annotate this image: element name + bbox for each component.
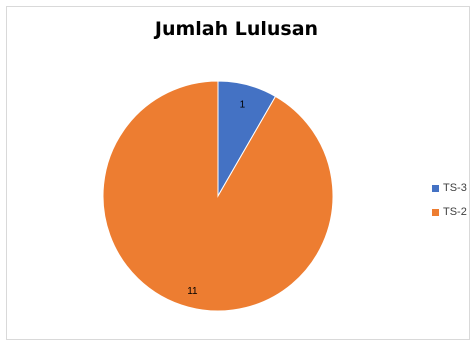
- pie-slice-ts-2: [102, 80, 334, 312]
- legend-swatch-ts-3: [432, 184, 439, 192]
- legend: TS-3 TS-2: [432, 176, 467, 224]
- legend-item-ts-3: TS-3: [432, 176, 467, 200]
- legend-label-ts-3: TS-3: [443, 182, 467, 194]
- legend-label-ts-2: TS-2: [443, 206, 467, 218]
- legend-swatch-ts-2: [432, 208, 439, 216]
- data-label-ts-3: 1: [240, 100, 246, 111]
- legend-item-ts-2: TS-2: [432, 200, 467, 224]
- data-label-ts-2: 11: [187, 286, 198, 297]
- chart-title: Jumlah Lulusan: [154, 18, 319, 40]
